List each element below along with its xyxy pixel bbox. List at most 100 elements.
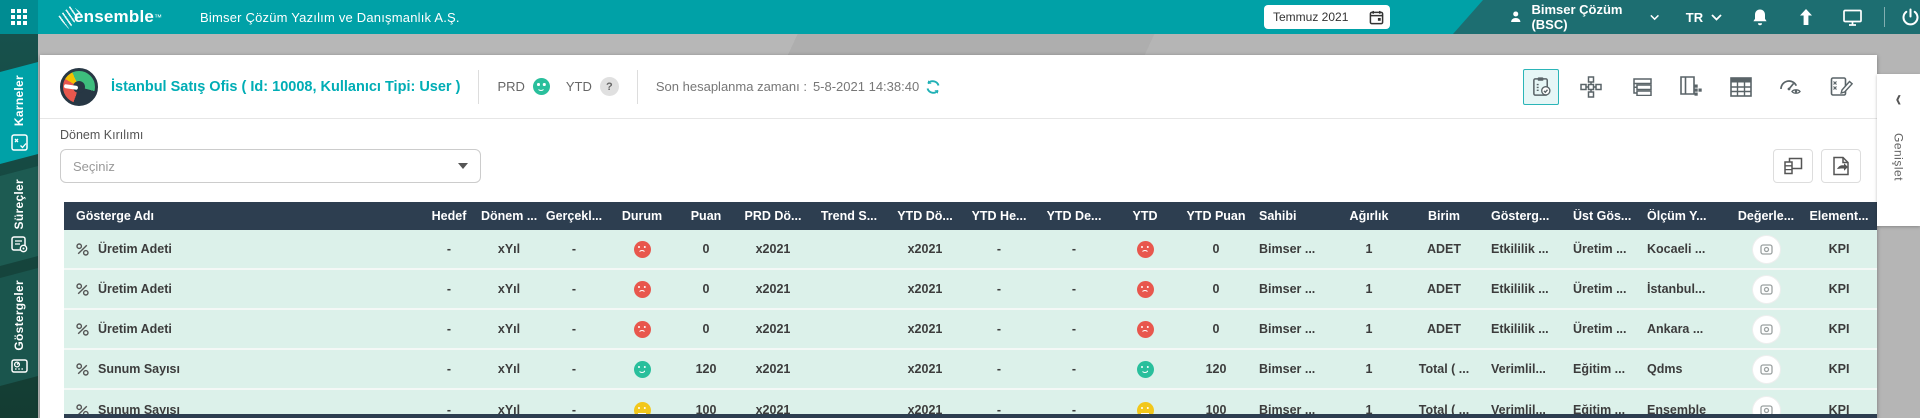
app-grid-button[interactable]	[0, 0, 38, 34]
tree-view-button[interactable]	[1623, 69, 1659, 105]
column-header[interactable]: Hedef	[431, 209, 467, 223]
prd-period-cell: x2021	[755, 242, 791, 256]
evaluation-badge-icon[interactable]	[1752, 396, 1780, 414]
indicators-icon	[11, 357, 28, 374]
sidebar-tab-surecler[interactable]: Süreçler	[0, 166, 38, 266]
unit-cell: ADET	[1426, 242, 1462, 256]
measurement-location-cell: İstanbul...	[1647, 282, 1706, 296]
column-header[interactable]: YTD	[1132, 209, 1158, 223]
upload-button[interactable]	[1798, 8, 1814, 26]
last-calculation-value: 5-8-2021 14:38:40	[812, 79, 920, 94]
display-button[interactable]	[1843, 9, 1862, 26]
parent-indicator-cell: Üretim ...	[1573, 282, 1627, 296]
column-header[interactable]: Puan	[690, 209, 722, 223]
column-header[interactable]: Durum	[621, 209, 663, 223]
column-header[interactable]: Trend S...	[820, 209, 878, 223]
refresh-button[interactable]	[925, 79, 941, 95]
period-cell: xYıl	[497, 403, 521, 414]
actual-cell: -	[571, 403, 577, 414]
parent-indicator-cell: Üretim ...	[1573, 322, 1627, 336]
column-header[interactable]: Element...	[1809, 209, 1869, 223]
column-header[interactable]: Sahibi	[1259, 209, 1297, 223]
evaluation-badge-icon[interactable]	[1752, 275, 1780, 303]
indicator-name-cell: Sunum Sayısı	[64, 403, 421, 414]
evaluation-badge-icon[interactable]	[1752, 315, 1780, 343]
notifications-button[interactable]	[1751, 8, 1769, 27]
table-header-row: Gösterge Adı Hedef Dönem ... Gerçekl... …	[64, 202, 1877, 230]
caret-down-icon	[458, 163, 468, 169]
column-header[interactable]: Gerçekl...	[545, 209, 603, 223]
layout-view-button[interactable]	[1673, 69, 1709, 105]
status-neutral-face-icon	[1136, 401, 1154, 414]
table-view-button[interactable]	[1723, 69, 1759, 105]
sidebar-tab-gostergeler[interactable]: Göstergeler	[0, 268, 38, 386]
notes-view-button[interactable]	[1823, 69, 1859, 105]
prd-period-cell: x2021	[755, 362, 791, 376]
table-row[interactable]: Üretim Adeti - xYıl - 0 x2021 x2021 - - …	[64, 310, 1877, 350]
period-cell: xYıl	[497, 322, 521, 336]
status-cell	[607, 360, 677, 378]
layout-nodes-icon	[1680, 75, 1702, 96]
ytd-period-cell: x2021	[907, 242, 943, 256]
indicator-name-cell: Üretim Adeti	[64, 322, 421, 336]
logout-button[interactable]	[1901, 8, 1920, 27]
element-type-cell: KPI	[1828, 322, 1850, 336]
export-button[interactable]	[1821, 149, 1861, 183]
header-divider	[478, 69, 480, 104]
tree-list-icon	[1633, 77, 1652, 96]
prd-period-cell: x2021	[755, 322, 791, 336]
language-selector[interactable]: TR	[1686, 10, 1722, 25]
logo-trademark: ™	[154, 12, 163, 22]
element-type-cell: KPI	[1828, 242, 1850, 256]
column-header[interactable]: Gösterg...	[1491, 209, 1550, 223]
period-date-picker[interactable]: Temmuz 2021	[1264, 5, 1390, 29]
expand-panel-button[interactable]: ‹ Genişlet	[1877, 74, 1920, 226]
gauge-view-button[interactable]	[1773, 69, 1809, 105]
indicator-name: Sunum Sayısı	[98, 362, 180, 376]
column-header[interactable]: Ağırlık	[1349, 209, 1389, 223]
ytd-label: YTD	[565, 79, 592, 94]
status-neutral-face-icon	[633, 401, 651, 414]
column-header[interactable]: Üst Gös...	[1573, 209, 1632, 223]
chevron-down-icon	[1711, 13, 1722, 21]
orgchart-view-button[interactable]	[1573, 69, 1609, 105]
evaluation-badge-icon[interactable]	[1752, 355, 1780, 383]
table-row[interactable]: Üretim Adeti - xYıl - 0 x2021 x2021 - - …	[64, 230, 1877, 270]
columns-icon	[1784, 157, 1803, 175]
user-menu[interactable]: Bimser Çözüm (BSC)	[1509, 2, 1659, 32]
column-header[interactable]: Birim	[1428, 209, 1460, 223]
kpi-table: Gösterge Adı Hedef Dönem ... Gerçekl... …	[64, 202, 1877, 414]
ytd-period-cell: x2021	[907, 322, 943, 336]
target-cell: -	[446, 322, 452, 336]
column-header[interactable]: YTD Puan	[1186, 209, 1246, 223]
evaluation-cell	[1731, 315, 1801, 343]
ensemble-logo[interactable]: ensemble ™	[58, 5, 162, 29]
ytd-help-badge[interactable]: ?	[599, 77, 619, 96]
company-name: Bimser Çözüm Yazılım ve Danışmanlık A.Ş.	[200, 9, 460, 25]
actual-cell: -	[571, 282, 577, 296]
column-header[interactable]: YTD He...	[971, 209, 1027, 223]
column-header[interactable]: Gösterge Adı	[76, 209, 155, 223]
parent-indicator-cell: Eğitim ...	[1573, 403, 1626, 414]
target-cell: -	[446, 403, 452, 414]
column-chooser-button[interactable]	[1773, 149, 1813, 183]
column-header[interactable]: YTD Dö...	[897, 209, 953, 223]
owner-cell: Bimser ...	[1259, 403, 1316, 414]
table-row[interactable]: Sunum Sayısı - xYıl - 100 x2021 x2021 - …	[64, 390, 1877, 414]
column-header[interactable]: Değerle...	[1737, 209, 1795, 223]
column-header[interactable]: PRD Dö...	[744, 209, 802, 223]
score-cell: 120	[695, 362, 717, 376]
indicator-name: Üretim Adeti	[98, 322, 172, 336]
prd-status-happy-face-icon	[532, 78, 550, 95]
table-row[interactable]: Sunum Sayısı - xYıl - 120 x2021 x2021 - …	[64, 350, 1877, 390]
column-header[interactable]: YTD De...	[1046, 209, 1102, 223]
evaluation-badge-icon[interactable]	[1752, 235, 1780, 263]
scorecard-view-button[interactable]	[1523, 68, 1559, 105]
sidebar-tab-karneler[interactable]: Karneler	[0, 62, 38, 164]
table-row[interactable]: Üretim Adeti - xYıl - 0 x2021 x2021 - - …	[64, 270, 1877, 310]
period-breakdown-label: Dönem Kırılımı	[60, 128, 144, 142]
unit-cell: ADET	[1426, 322, 1462, 336]
column-header[interactable]: Dönem ...	[481, 209, 538, 223]
period-breakdown-select[interactable]: Seçiniz	[60, 149, 481, 183]
column-header[interactable]: Ölçüm Y...	[1647, 209, 1707, 223]
